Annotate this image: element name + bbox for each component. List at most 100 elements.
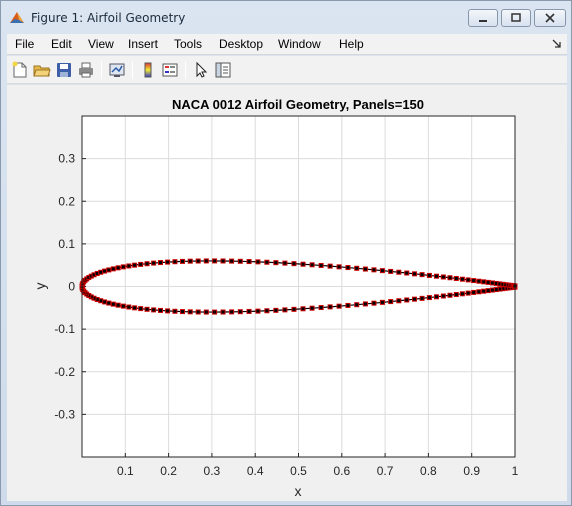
panel-marker bbox=[291, 261, 297, 267]
y-tick-label: -0.1 bbox=[54, 322, 75, 336]
new-figure-icon[interactable] bbox=[11, 61, 29, 79]
panel-marker bbox=[110, 266, 116, 272]
close-icon bbox=[545, 13, 555, 23]
panel-marker bbox=[489, 287, 495, 293]
panel-marker bbox=[110, 301, 116, 307]
dock-arrow-icon[interactable] bbox=[552, 39, 561, 48]
menu-bar: File Edit View Insert Tools Desktop Wind… bbox=[7, 34, 567, 55]
panel-marker bbox=[157, 307, 163, 313]
panel-marker bbox=[309, 305, 315, 311]
x-tick-label: 0.4 bbox=[247, 464, 264, 478]
x-tick-label: 0.1 bbox=[117, 464, 134, 478]
panel-marker bbox=[106, 267, 112, 273]
insert-colorbar-icon[interactable] bbox=[139, 61, 157, 79]
open-file-icon[interactable] bbox=[33, 61, 51, 79]
maximize-icon bbox=[511, 13, 521, 22]
panel-marker bbox=[476, 278, 482, 284]
x-tick-labels: 0.1 0.2 0.3 0.4 0.5 0.6 0.7 0.8 0.9 1 bbox=[117, 464, 519, 478]
panel-marker bbox=[345, 302, 351, 308]
panel-marker bbox=[412, 296, 418, 302]
panel-marker bbox=[246, 259, 252, 265]
panel-marker bbox=[362, 266, 368, 272]
menu-view[interactable]: View bbox=[88, 37, 114, 51]
panel-marker bbox=[106, 300, 112, 306]
panel-marker bbox=[465, 290, 471, 296]
panel-marker bbox=[318, 262, 324, 268]
panel-marker bbox=[255, 308, 261, 314]
panel-marker bbox=[126, 304, 132, 310]
panel-marker bbox=[485, 288, 491, 294]
link-plot-icon[interactable] bbox=[108, 61, 126, 79]
panel-marker bbox=[132, 305, 138, 311]
axes-box bbox=[81, 115, 516, 458]
toolbar-separator bbox=[101, 61, 102, 79]
edit-plot-icon[interactable] bbox=[192, 61, 210, 79]
panel-marker bbox=[440, 274, 446, 280]
close-button[interactable] bbox=[534, 9, 566, 27]
figure-canvas: -0.3 -0.2 -0.1 0 0.1 0.2 0.3 0.1 0.2 0.3 0.4 0.5 0.… bbox=[7, 85, 567, 501]
save-icon[interactable] bbox=[55, 61, 73, 79]
menu-help[interactable]: Help bbox=[339, 37, 364, 51]
panel-marker bbox=[144, 261, 150, 267]
panel-marker bbox=[264, 259, 270, 265]
panel-marker bbox=[434, 273, 440, 279]
insert-legend-icon[interactable] bbox=[161, 61, 179, 79]
menu-edit[interactable]: Edit bbox=[51, 37, 72, 51]
panel-marker bbox=[120, 264, 126, 270]
panel-marker bbox=[412, 271, 418, 277]
menu-file[interactable]: File bbox=[15, 37, 35, 51]
y-tick-label: 0.1 bbox=[58, 237, 75, 251]
panel-marker bbox=[115, 302, 121, 308]
panel-marker bbox=[453, 292, 459, 298]
property-inspector-icon[interactable] bbox=[214, 61, 232, 79]
menu-window[interactable]: Window bbox=[278, 37, 321, 51]
y-tick-label: 0.3 bbox=[58, 152, 75, 166]
x-tick-label: 0.6 bbox=[333, 464, 350, 478]
panel-marker bbox=[102, 268, 108, 274]
panel-marker bbox=[396, 269, 402, 275]
panel-marker bbox=[165, 259, 171, 265]
minimize-button[interactable] bbox=[468, 9, 498, 27]
panel-marker bbox=[229, 309, 235, 315]
panel-marker bbox=[203, 258, 209, 264]
panel-marker bbox=[379, 268, 385, 274]
panel-marker bbox=[273, 307, 279, 313]
panel-marker bbox=[187, 309, 193, 315]
panel-marker bbox=[362, 301, 368, 307]
window-title: Figure 1: Airfoil Geometry bbox=[31, 11, 186, 25]
maximize-button[interactable] bbox=[501, 9, 531, 27]
x-tick-label: 0.8 bbox=[420, 464, 437, 478]
panel-marker bbox=[220, 309, 226, 315]
panel-marker bbox=[396, 298, 402, 304]
x-tick-label: 1 bbox=[512, 464, 519, 478]
menu-desktop[interactable]: Desktop bbox=[219, 37, 264, 51]
panel-marker bbox=[138, 261, 144, 267]
panel-marker bbox=[212, 309, 218, 315]
y-axis-label: y bbox=[32, 283, 48, 290]
menu-insert[interactable]: Insert bbox=[128, 37, 159, 51]
panel-marker bbox=[404, 297, 410, 303]
print-icon[interactable] bbox=[77, 61, 95, 79]
panel-marker bbox=[345, 265, 351, 271]
panel-marker bbox=[371, 300, 377, 306]
x-tick-label: 0.5 bbox=[290, 464, 307, 478]
panel-marker bbox=[426, 272, 432, 278]
panel-marker bbox=[195, 258, 201, 264]
panel-marker bbox=[336, 303, 342, 309]
menu-tools[interactable]: Tools bbox=[174, 37, 203, 51]
panel-marker bbox=[388, 268, 394, 274]
panel-marker bbox=[481, 279, 487, 285]
panel-marker bbox=[237, 258, 243, 264]
panel-marker bbox=[379, 299, 385, 305]
panel-marker bbox=[371, 267, 377, 273]
title-bar[interactable]: Figure 1: Airfoil Geometry bbox=[1, 1, 571, 33]
x-axis-label: x bbox=[295, 483, 302, 499]
panel-marker bbox=[144, 306, 150, 312]
panel-marker bbox=[172, 259, 178, 265]
panel-marker bbox=[273, 260, 279, 266]
x-tick-label: 0.7 bbox=[377, 464, 394, 478]
panel-marker bbox=[476, 289, 482, 295]
panel-marker bbox=[354, 302, 360, 308]
panel-marker bbox=[300, 306, 306, 312]
